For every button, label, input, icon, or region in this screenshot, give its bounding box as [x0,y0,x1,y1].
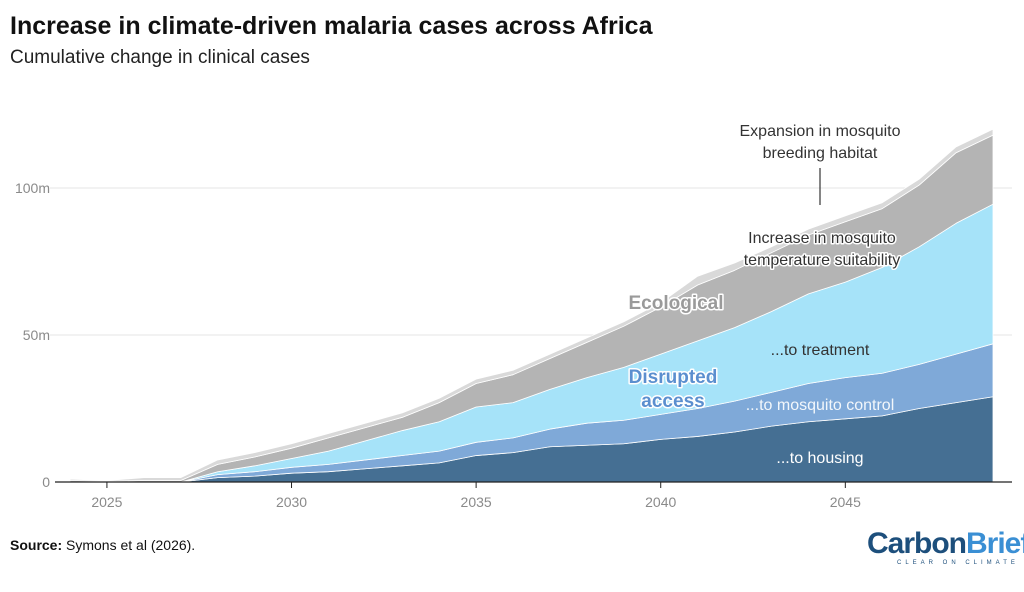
label-ecological: Ecological [628,293,723,314]
label-control: ...to mosquito control [746,397,895,414]
x-tick-label: 2025 [91,494,122,510]
y-tick-label: 100m [15,180,50,196]
axes: 0 50m 100m 2025 2030 2035 2040 2045 [15,180,1012,510]
x-tick-label: 2045 [830,494,861,510]
label-housing: ...to housing [776,450,863,467]
chart-title: Increase in climate-driven malaria cases… [10,12,654,40]
label-breeding-1: Expansion in mosquito [740,123,901,140]
source-text: Symons et al (2026). [62,537,195,553]
source-label: Source: [10,537,62,553]
y-tick-label: 0 [42,474,50,490]
logo-carbon: CarbonBrief [867,527,1024,560]
logo-tagline: CLEAR ON CLIMATE [897,560,1019,566]
source-note: Source: Symons et al (2026). [10,537,195,553]
label-breeding-2: breeding habitat [763,145,878,162]
area-series-4 [69,128,994,482]
label-temperature-2: temperature suitability [744,252,901,269]
carbonbrief-logo: CarbonBrief CLEAR ON CLIMATE [867,527,1024,566]
x-tick-label: 2035 [461,494,492,510]
label-temperature-1: Increase in mosquito [748,230,896,247]
y-tick-label: 50m [23,327,50,343]
x-tick-label: 2030 [276,494,307,510]
label-treatment: ...to treatment [771,342,870,359]
chart-subtitle: Cumulative change in clinical cases [10,47,310,68]
label-disrupted-2: access [641,391,704,412]
area-layers [69,128,994,483]
label-disrupted-1: Disrupted [629,367,718,388]
x-tick-label: 2040 [645,494,676,510]
